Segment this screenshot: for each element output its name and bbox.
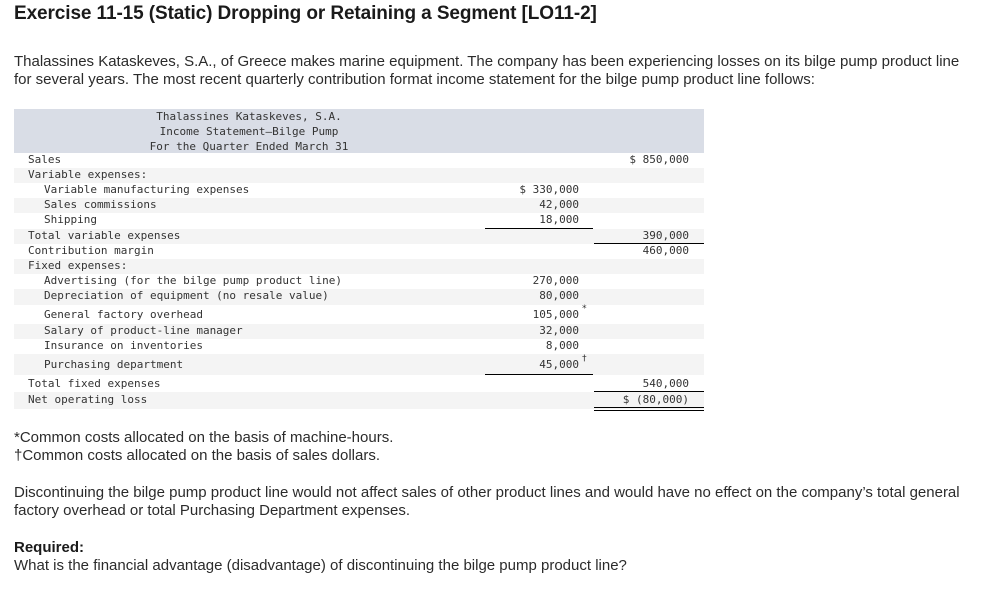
table-row-insurance: Insurance on inventories 8,000 — [14, 339, 704, 354]
row-label: Advertising (for the bilge pump product … — [44, 274, 343, 287]
row-label: Variable expenses: — [28, 168, 148, 181]
row-value-col1: $ 330,000 — [519, 183, 579, 196]
row-label: Sales commissions — [44, 198, 157, 211]
row-value-col2: 540,000 — [642, 377, 689, 390]
income-statement-table: Thalassines Kataskeves, S.A. Income Stat… — [14, 109, 704, 411]
table-row-contribution-margin: Contribution margin 460,000 — [14, 244, 704, 259]
row-value-col1: 8,000 — [545, 339, 579, 352]
row-value-col1: 45,000 † — [539, 354, 587, 371]
row-label: Net operating loss — [28, 393, 148, 406]
table-row-net-operating-loss: Net operating loss $ (80,000) — [14, 392, 704, 411]
row-label: Shipping — [44, 213, 97, 226]
table-row-general-factory-overhead: General factory overhead 105,000 * — [14, 304, 704, 324]
row-label: Sales — [28, 153, 62, 166]
intro-paragraph: Thalassines Kataskeves, S.A., of Greece … — [14, 53, 960, 88]
required-section: Required: What is the financial advantag… — [14, 539, 627, 575]
statement-name: Income Statement—Bilge Pump — [159, 125, 339, 138]
footnotes: *Common costs allocated on the basis of … — [14, 429, 393, 465]
table-row-total-variable-expenses: Total variable expenses 390,000 — [14, 229, 704, 244]
exercise-title: Exercise 11-15 (Static) Dropping or Reta… — [14, 3, 597, 24]
row-value-col1: 18,000 — [539, 213, 579, 226]
subtotal-underline — [594, 243, 704, 244]
asterisk-footnote-marker: * — [581, 304, 587, 314]
table-row-salary-manager: Salary of product-line manager 32,000 — [14, 324, 704, 339]
row-value-col1: 42,000 — [539, 198, 579, 211]
row-label: Salary of product-line manager — [44, 324, 243, 337]
row-value-col2: $ 850,000 — [629, 153, 689, 166]
footnote-dagger: †Common costs allocated on the basis of … — [14, 447, 381, 464]
row-value-col2: 460,000 — [642, 244, 689, 257]
table-row-sales-commissions: Sales commissions 42,000 — [14, 198, 704, 213]
row-label: Total variable expenses — [28, 229, 181, 242]
table-row-advertising: Advertising (for the bilge pump product … — [14, 274, 704, 289]
row-label: Variable manufacturing expenses — [44, 183, 250, 196]
required-label: Required: — [14, 539, 85, 556]
row-value-col1: 32,000 — [539, 324, 579, 337]
row-value-col1: 270,000 — [532, 274, 579, 287]
assumption-paragraph: Discontinuing the bilge pump product lin… — [14, 484, 960, 519]
footnote-asterisk: *Common costs allocated on the basis of … — [14, 429, 394, 446]
row-label: Depreciation of equipment (no resale val… — [44, 289, 329, 302]
row-value-col1: 80,000 — [539, 289, 579, 302]
table-row-sales: Sales $ 850,000 — [14, 153, 704, 168]
total-double-underline — [594, 407, 704, 411]
row-value-col1: 105,000 * — [532, 304, 587, 321]
row-label: Total fixed expenses — [28, 377, 161, 390]
row-label: General factory overhead — [44, 308, 203, 321]
subtotal-underline — [594, 391, 704, 392]
required-question: What is the financial advantage (disadva… — [14, 557, 627, 574]
table-row-total-fixed-expenses: Total fixed expenses 540,000 — [14, 375, 704, 392]
row-label: Fixed expenses: — [28, 259, 128, 272]
table-row-fixed-expenses: Fixed expenses: — [14, 259, 704, 274]
table-row-shipping: Shipping 18,000 — [14, 213, 704, 229]
dagger-footnote-marker: † — [581, 354, 587, 364]
row-label: Insurance on inventories — [44, 339, 203, 352]
subtotal-underline — [485, 228, 593, 229]
table-row-variable-manufacturing: Variable manufacturing expenses $ 330,00… — [14, 183, 704, 198]
row-value-col2: $ (80,000) — [622, 393, 689, 406]
statement-company: Thalassines Kataskeves, S.A. — [156, 110, 342, 123]
table-row-depreciation: Depreciation of equipment (no resale val… — [14, 289, 704, 305]
statement-period: For the Quarter Ended March 31 — [149, 140, 349, 153]
table-row-variable-expenses: Variable expenses: — [14, 168, 704, 183]
statement-header: Thalassines Kataskeves, S.A. Income Stat… — [14, 109, 704, 153]
row-value-col2: 390,000 — [642, 229, 689, 242]
subtotal-underline — [485, 374, 593, 375]
row-label: Purchasing department — [44, 358, 184, 371]
table-row-purchasing-department: Purchasing department 45,000 † — [14, 354, 704, 375]
row-label: Contribution margin — [28, 244, 154, 257]
